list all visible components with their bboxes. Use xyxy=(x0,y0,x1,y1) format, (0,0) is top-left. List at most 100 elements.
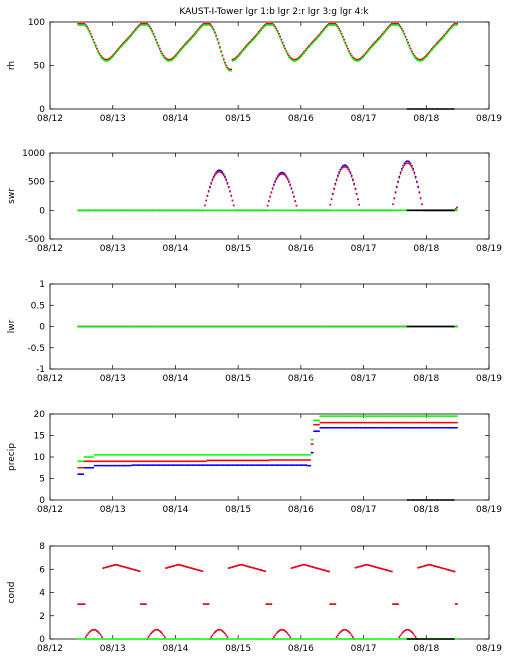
data-point xyxy=(359,426,362,429)
data-point xyxy=(170,464,172,467)
data-point xyxy=(172,209,175,212)
data-point xyxy=(329,426,332,429)
data-point xyxy=(380,209,383,212)
data-point xyxy=(350,209,353,212)
data-point xyxy=(187,40,190,43)
data-point xyxy=(142,22,145,25)
data-point xyxy=(103,460,106,463)
data-point xyxy=(202,209,205,212)
data-point xyxy=(294,464,297,467)
data-point xyxy=(412,52,415,55)
data-point xyxy=(244,325,246,328)
data-point xyxy=(278,32,280,35)
data-point xyxy=(270,24,273,26)
data-point xyxy=(369,209,372,212)
data-point xyxy=(119,464,122,467)
data-point xyxy=(420,203,423,206)
data-point xyxy=(357,209,359,212)
data-point xyxy=(161,632,164,635)
data-point xyxy=(323,325,325,328)
data-point xyxy=(325,426,328,429)
data-point xyxy=(348,325,351,328)
data-point xyxy=(264,25,267,27)
data-point xyxy=(278,174,280,177)
data-point xyxy=(451,325,454,328)
data-point xyxy=(251,209,254,212)
data-point xyxy=(226,464,229,467)
data-point xyxy=(246,459,249,462)
data-point xyxy=(390,325,393,328)
data-point xyxy=(163,460,166,463)
data-point xyxy=(168,460,171,463)
data-point xyxy=(400,426,403,429)
data-point xyxy=(411,325,414,328)
data-point xyxy=(137,325,140,328)
data-point xyxy=(185,464,187,467)
data-point xyxy=(109,460,112,463)
data-point xyxy=(324,325,327,328)
data-point xyxy=(403,32,406,35)
data-point xyxy=(202,24,205,26)
data-point xyxy=(384,426,387,429)
data-point xyxy=(456,421,458,424)
data-point xyxy=(373,43,376,46)
data-point xyxy=(221,54,224,57)
data-point xyxy=(326,325,329,328)
data-point xyxy=(298,57,300,60)
data-point xyxy=(394,24,397,26)
data-point xyxy=(421,209,424,212)
data-point xyxy=(163,464,166,467)
data-point xyxy=(96,460,98,463)
data-point xyxy=(296,464,299,467)
data-point xyxy=(138,209,141,212)
data-point xyxy=(390,209,393,212)
data-point xyxy=(385,426,388,429)
data-point xyxy=(345,426,348,429)
data-point xyxy=(272,464,275,467)
data-point xyxy=(158,325,161,328)
data-point xyxy=(340,426,343,429)
data-point xyxy=(122,43,125,46)
data-point xyxy=(209,23,211,25)
data-point xyxy=(321,426,324,429)
data-point xyxy=(402,166,404,169)
data-point xyxy=(231,199,234,202)
data-point xyxy=(140,209,142,212)
data-point xyxy=(205,325,208,328)
data-point xyxy=(267,464,270,467)
data-point xyxy=(407,43,409,45)
data-point xyxy=(431,209,434,212)
data-point xyxy=(370,209,373,212)
data-point xyxy=(168,325,171,328)
data-point xyxy=(188,464,191,467)
data-point xyxy=(114,52,117,55)
data-point xyxy=(447,426,450,429)
data-point xyxy=(123,460,126,463)
data-point xyxy=(352,325,354,328)
data-point xyxy=(219,325,221,328)
data-point xyxy=(108,58,111,61)
data-point xyxy=(183,325,186,328)
data-point xyxy=(286,632,289,635)
data-point xyxy=(373,426,376,429)
data-point xyxy=(96,464,98,467)
data-point xyxy=(405,162,408,164)
data-point xyxy=(236,209,239,212)
data-point xyxy=(160,209,162,212)
data-point xyxy=(211,459,214,462)
data-point xyxy=(222,459,225,462)
data-point xyxy=(444,209,446,212)
data-point xyxy=(452,499,455,501)
data-point xyxy=(96,47,98,50)
data-point xyxy=(242,49,245,52)
data-point xyxy=(229,464,231,467)
data-point xyxy=(397,24,399,26)
data-point xyxy=(330,426,333,429)
data-point xyxy=(201,209,204,212)
data-point xyxy=(310,42,313,45)
data-point xyxy=(188,460,191,463)
data-point xyxy=(210,459,213,462)
data-point xyxy=(429,325,431,328)
data-point xyxy=(387,325,389,328)
data-point xyxy=(275,178,278,181)
